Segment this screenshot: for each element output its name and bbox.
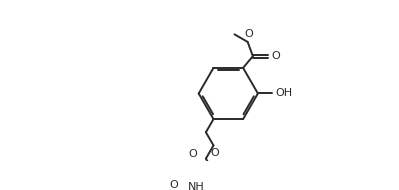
Text: O: O <box>170 180 178 190</box>
Text: NH: NH <box>188 181 205 190</box>
Text: O: O <box>210 148 219 158</box>
Text: O: O <box>244 29 253 39</box>
Text: O: O <box>272 51 280 61</box>
Text: O: O <box>188 149 197 159</box>
Text: OH: OH <box>276 89 293 98</box>
